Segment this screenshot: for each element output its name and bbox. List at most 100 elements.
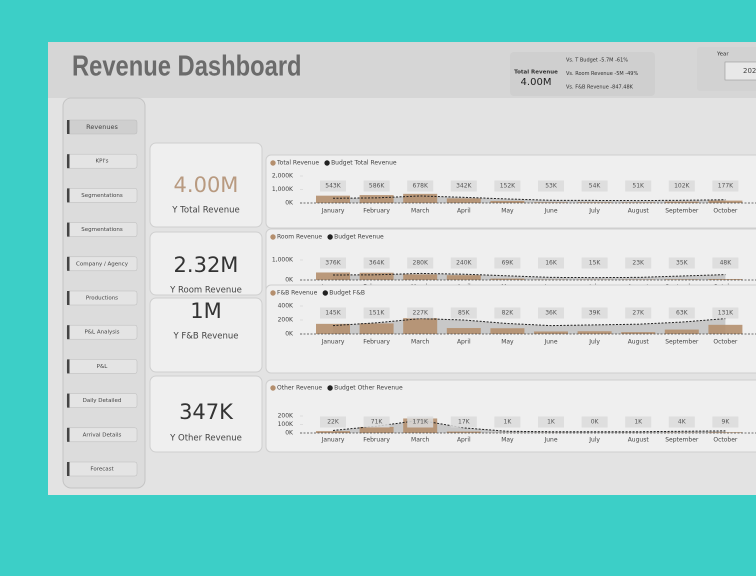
label-box <box>407 416 434 428</box>
value-label: 1K <box>634 419 643 426</box>
value-label: 36K <box>545 310 558 317</box>
label-box <box>668 416 695 428</box>
label-box <box>363 307 390 319</box>
nav-label[interactable]: Segmentations <box>81 227 123 233</box>
bar <box>708 200 743 203</box>
bar <box>403 318 438 334</box>
nav-marker <box>67 256 70 271</box>
kpi-value: 2.32M <box>174 253 239 277</box>
y-tick-label: 0K <box>285 277 294 284</box>
value-label: 27K <box>632 310 645 317</box>
legend-dot <box>270 160 276 166</box>
label-box <box>363 416 390 428</box>
x-tick-label: May <box>501 208 514 215</box>
x-tick-label: March <box>411 437 429 444</box>
label-box <box>625 307 652 319</box>
year-value[interactable]: 202 <box>743 67 756 75</box>
budget-line <box>332 272 726 279</box>
label-box <box>581 307 608 319</box>
label-box <box>450 257 477 269</box>
bar <box>446 275 481 280</box>
summary-value: 4.00M <box>521 77 552 88</box>
bar <box>446 198 481 203</box>
value-label: 280K <box>413 260 429 267</box>
value-label: 39K <box>589 310 602 317</box>
legend-dot <box>270 290 276 296</box>
label-box <box>668 257 695 269</box>
nav-label[interactable]: Segmentations <box>81 193 123 199</box>
nav-label[interactable]: Revenues <box>86 123 118 131</box>
nav-marker <box>67 188 70 203</box>
bar <box>403 274 438 280</box>
summary-comparison: Vs. T Budget -5.7M -61% <box>566 58 628 64</box>
value-label: 1K <box>504 419 513 426</box>
nav-label[interactable]: Arrival Details <box>83 432 122 438</box>
bar <box>490 200 525 203</box>
summary-comparison: Vs. Room Revenue -5M -49% <box>566 71 638 77</box>
budget-line <box>332 419 726 433</box>
value-label: 1K <box>547 419 556 426</box>
legend-label: Budget F&B <box>329 290 365 297</box>
legend-dot <box>327 234 333 240</box>
y-tick-label: 2,000K <box>272 173 294 180</box>
nav-label[interactable]: KPI's <box>96 159 109 165</box>
label-box <box>450 180 477 192</box>
value-label: 15K <box>589 260 602 267</box>
value-label: 227K <box>413 310 429 317</box>
nav-label[interactable]: Daily Detailed <box>83 398 122 404</box>
nav-label[interactable]: Forecast <box>90 467 114 473</box>
y-tick-label: 200K <box>278 413 294 420</box>
label-box <box>625 180 652 192</box>
label-box <box>538 257 564 269</box>
y-tick-label: 100K <box>278 421 294 428</box>
bar <box>621 332 656 334</box>
nav-marker <box>67 462 70 476</box>
x-tick-label: June <box>543 339 557 346</box>
legend-dot <box>270 385 276 391</box>
value-label: 586K <box>369 183 385 190</box>
value-label: 131K <box>718 310 734 317</box>
bar <box>446 328 481 334</box>
legend-label: F&B Revenue <box>277 290 318 297</box>
x-tick-label: February <box>363 437 390 444</box>
nav-label[interactable]: Company / Agency <box>76 261 129 267</box>
bar <box>534 202 568 203</box>
x-tick-label: February <box>363 208 390 215</box>
label-box <box>581 257 608 269</box>
label-box <box>320 416 346 428</box>
budget-line <box>332 195 726 202</box>
kpi-card <box>149 142 263 228</box>
nav-marker <box>67 291 70 305</box>
nav-marker <box>67 154 70 169</box>
bar <box>490 278 525 280</box>
label-box <box>407 257 434 269</box>
label-box <box>625 257 652 269</box>
kpi-label: Y Total Revenue <box>171 206 239 216</box>
nav-label[interactable]: Productions <box>86 296 118 302</box>
bar <box>534 331 568 334</box>
summary-label: Total Revenue <box>514 70 558 76</box>
year-select[interactable] <box>724 61 756 81</box>
kpi-value: 4.00M <box>174 173 239 197</box>
nav-label[interactable]: P&L Analysis <box>84 330 119 336</box>
summary-box <box>510 52 655 96</box>
nav-marker <box>67 222 70 237</box>
label-box <box>581 416 608 428</box>
bar <box>316 272 350 280</box>
x-tick-label: July <box>588 208 600 215</box>
value-label: 85K <box>458 310 471 317</box>
bar <box>577 331 612 334</box>
x-tick-label: August <box>628 437 650 444</box>
x-tick-label: August <box>628 339 650 346</box>
value-label: 48K <box>720 260 733 267</box>
value-label: 82K <box>502 310 515 317</box>
nav-label[interactable]: P&L <box>97 364 109 370</box>
label-box <box>538 416 564 428</box>
value-label: 71K <box>371 419 384 426</box>
x-tick-label: March <box>411 339 429 346</box>
bar <box>316 195 350 203</box>
label-box <box>494 307 521 319</box>
y-tick-label: 1,000K <box>272 257 294 264</box>
legend-dot <box>327 385 333 391</box>
value-label: 35K <box>676 260 689 267</box>
